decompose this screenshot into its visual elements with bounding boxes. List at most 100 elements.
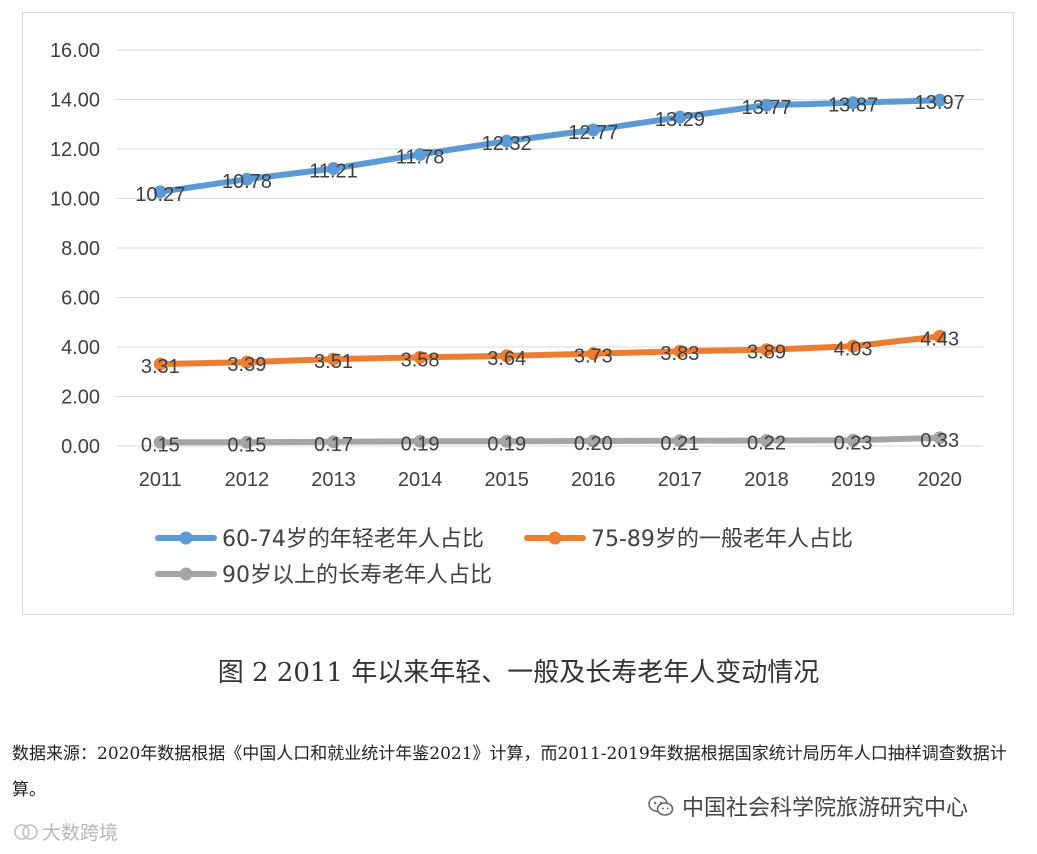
data-point [846, 433, 860, 447]
data-point [586, 434, 600, 448]
data-label: 3.39 [227, 354, 266, 376]
data-label: 11.78 [396, 146, 445, 168]
data-label: 13.87 [828, 95, 878, 117]
data-label: 4.43 [920, 328, 959, 350]
y-tick-label: 2.00 [61, 387, 100, 409]
data-label: 0.15 [141, 434, 180, 456]
y-tick-label: 10.00 [50, 189, 100, 211]
data-point [327, 435, 340, 449]
data-point [240, 435, 254, 449]
data-point [500, 134, 514, 148]
legend-swatch-marker [548, 531, 562, 545]
x-tick-label: 2016 [571, 469, 616, 491]
x-tick-label: 2012 [225, 469, 270, 491]
data-point [586, 347, 600, 361]
data-point [760, 343, 773, 357]
data-point [846, 96, 860, 110]
data-point [933, 93, 947, 107]
x-tick-label: 2011 [139, 469, 182, 491]
data-point [586, 123, 600, 137]
data-label: 0.17 [314, 434, 353, 456]
data-label: 0.21 [660, 433, 699, 455]
data-point [760, 98, 773, 112]
data-label: 3.58 [401, 349, 440, 371]
credit-text: 中国社会科学院旅游研究中心 [682, 796, 969, 821]
data-label: 0.20 [574, 433, 613, 455]
watermark-text: 大数跨境 [42, 822, 119, 844]
data-label: 0.15 [227, 434, 266, 456]
x-tick-label: 2015 [484, 469, 529, 491]
figure-caption: 图 2 2011 年以来年轻、一般及长寿老年人变动情况 [217, 658, 820, 688]
x-tick-label: 2017 [658, 469, 703, 491]
series-2: 3.31 3.39 3.51 3.58 3.64 3.73 3.83 3.89 4.03 4.43 [141, 328, 959, 378]
legend-item-1: 60-74岁的年轻老年人占比 [155, 527, 484, 552]
y-tick-label: 16.00 [50, 40, 100, 62]
data-label: 3.64 [487, 348, 526, 370]
legend-label: 60-74岁的年轻老年人占比 [222, 527, 484, 552]
data-point [933, 431, 947, 445]
data-label: 0.22 [747, 433, 786, 455]
series-1: 10.27 10.78 11.21 11.78 12.32 12.77 13.29 13.77… [135, 92, 964, 206]
x-tick-label: 2013 [311, 469, 356, 491]
legend-label: 75-89岁的一般老年人占比 [591, 527, 853, 552]
y-tick-label: 6.00 [61, 288, 100, 310]
data-point [327, 162, 340, 176]
data-point [933, 329, 947, 343]
data-label: 11.21 [309, 161, 358, 183]
data-label: 3.31 [141, 356, 180, 378]
data-point [673, 434, 687, 448]
data-label: 13.97 [915, 92, 965, 114]
series-3: 0.15 0.15 0.17 0.19 0.19 0.20 0.21 0.22 0.23 0.33 [141, 430, 959, 456]
x-tick-label: 2014 [398, 469, 443, 491]
data-point [153, 357, 167, 371]
source-note: 数据来源：2020年数据根据《中国人口和就业统计年鉴2021》计算，而2011-… [12, 744, 1007, 800]
data-label: 0.33 [920, 430, 959, 452]
series-line [157, 434, 943, 446]
data-point [673, 110, 687, 124]
data-label: 3.83 [660, 343, 699, 365]
data-point [327, 352, 340, 366]
data-point [413, 434, 427, 448]
y-tick-label: 4.00 [61, 337, 100, 359]
legend-label: 90岁以上的长寿老年人占比 [222, 563, 492, 588]
wechat-icon [648, 795, 674, 816]
credit: 中国社会科学院旅游研究中心 [648, 790, 968, 822]
data-point [500, 434, 514, 448]
legend-item-2: 75-89岁的一般老年人占比 [524, 527, 853, 552]
data-point [846, 339, 860, 353]
data-label: 3.89 [747, 342, 786, 364]
data-label: 13.77 [741, 97, 791, 119]
data-point [760, 434, 773, 448]
data-label: 10.78 [222, 171, 272, 193]
legend-swatch-marker [179, 567, 193, 581]
data-label: 13.29 [655, 109, 705, 131]
x-tick-label: 2018 [744, 469, 789, 491]
data-label: 4.03 [834, 338, 873, 360]
y-tick-label: 14.00 [50, 90, 100, 112]
data-point [153, 185, 167, 199]
data-label: 0.19 [487, 433, 526, 455]
data-label: 3.51 [314, 351, 353, 373]
data-label: 0.23 [834, 432, 873, 454]
data-point [153, 435, 167, 449]
watermark-logo-icon [14, 823, 38, 840]
data-label: 10.27 [135, 184, 185, 206]
y-tick-label: 8.00 [61, 238, 100, 260]
series-line [157, 333, 943, 368]
data-point [240, 172, 254, 186]
data-point [413, 350, 427, 364]
x-tick-label: 2019 [831, 469, 876, 491]
legend-swatch-marker [179, 531, 193, 545]
legend-item-3: 90岁以上的长寿老年人占比 [155, 563, 492, 588]
data-label: 3.73 [574, 346, 613, 368]
line-chart: 0.00 2.00 4.00 6.00 8.00 10.00 12.00 14.00 16.00… [50, 40, 983, 588]
data-point [413, 147, 427, 161]
y-tick-label: 0.00 [61, 436, 100, 458]
x-tick-label: 2020 [917, 469, 962, 491]
y-tick-label: 12.00 [50, 139, 100, 161]
data-point [240, 355, 254, 369]
data-label: 12.32 [482, 133, 532, 155]
series-line [157, 97, 943, 195]
data-label: 12.77 [568, 122, 618, 144]
data-label: 0.19 [401, 433, 440, 455]
